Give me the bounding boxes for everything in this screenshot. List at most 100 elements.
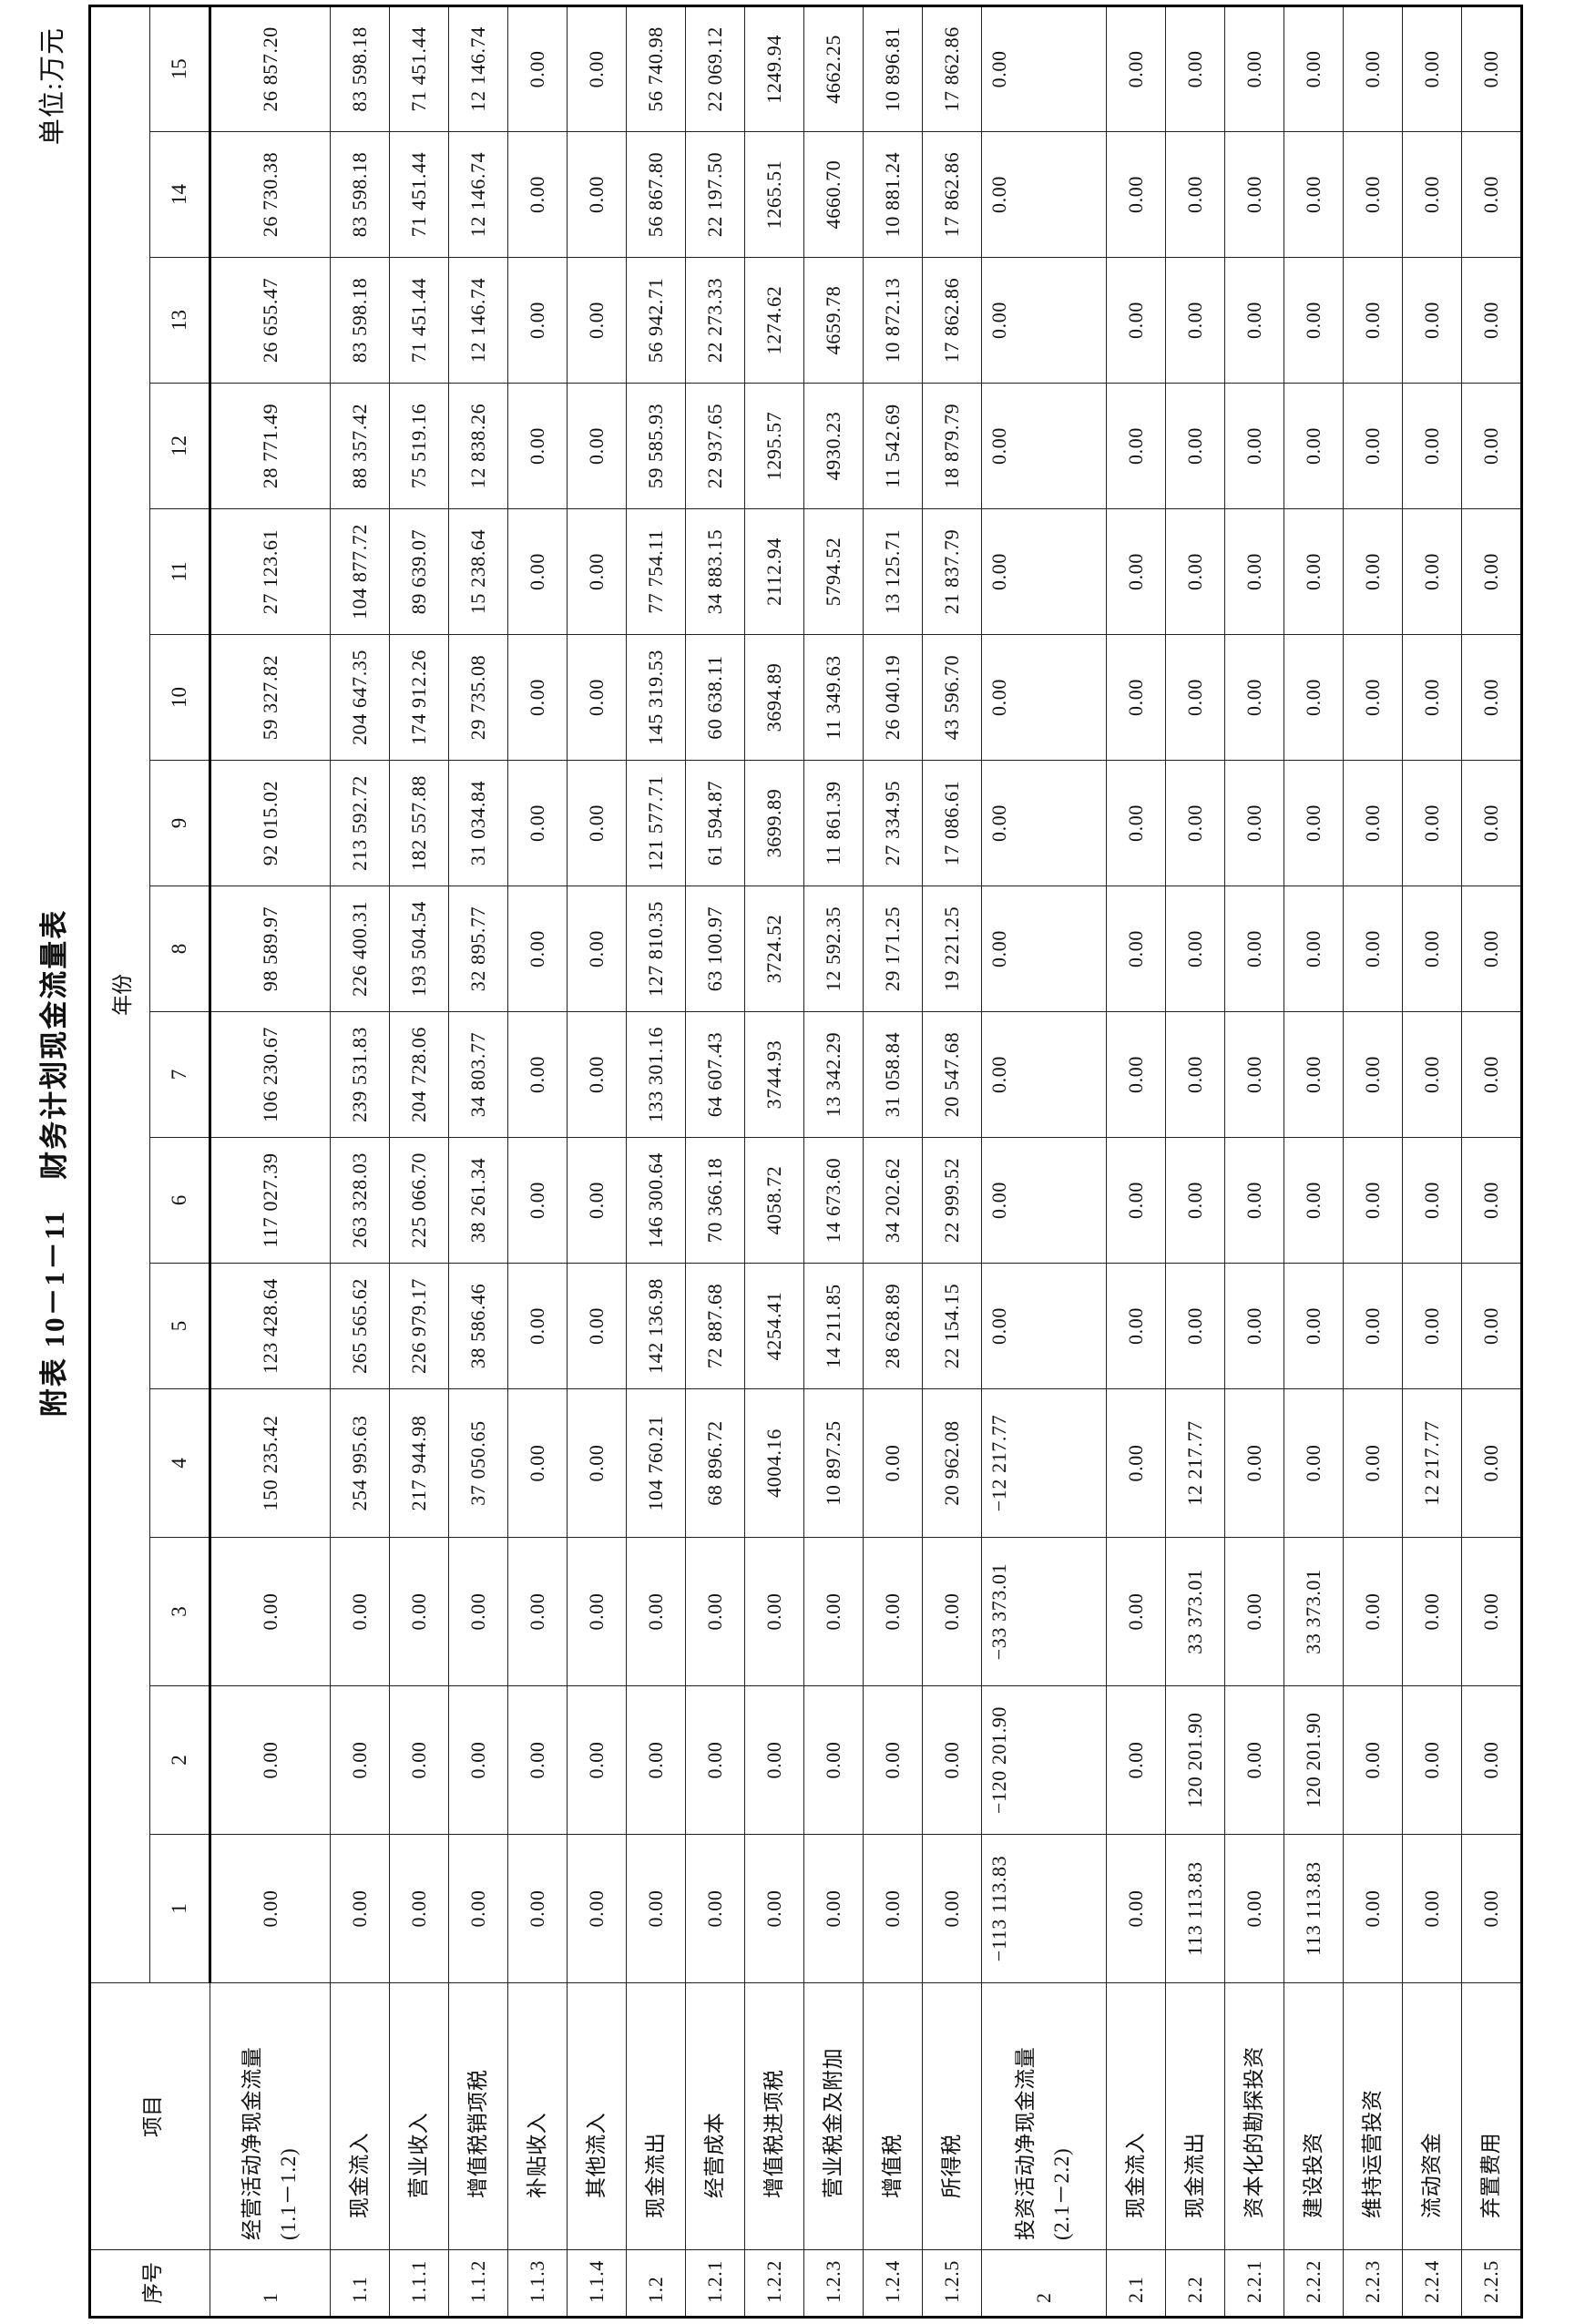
row-seq: 1.1.2 xyxy=(448,2249,508,2318)
value-cell: 0.00 xyxy=(1402,508,1462,635)
value-cell: 71 451.44 xyxy=(389,257,449,384)
table-row: 2.2.2 建设投资 113 113.83 120 201.90 33 373.01 0.… xyxy=(1284,5,1344,2318)
value-cell: 22 154.15 xyxy=(922,1263,982,1389)
value-cell: 0.00 xyxy=(1461,1137,1522,1264)
value-cell: 34 202.62 xyxy=(863,1137,923,1264)
row-seq: 2.2.2 xyxy=(1284,2249,1344,2318)
value-cell: 121 577.71 xyxy=(626,760,686,886)
value-cell: 0.00 xyxy=(507,1388,568,1538)
value-cell: 0.00 xyxy=(1343,1263,1403,1389)
value-cell: 0.00 xyxy=(567,383,627,509)
value-cell: 11 349.63 xyxy=(803,634,864,761)
row-item: 增值税 xyxy=(863,1982,923,2250)
row-item-label: 现金流入 xyxy=(1124,2132,1147,2218)
row-item-label: 维持运营投资 xyxy=(1361,2089,1384,2218)
row-item-label: 营业税金及附加 xyxy=(822,2047,844,2198)
value-cell: 88 357.42 xyxy=(330,383,390,509)
value-cell: 0.00 xyxy=(1402,886,1462,1012)
value-cell: 0.00 xyxy=(1284,1263,1344,1389)
value-cell: 18 879.79 xyxy=(922,383,982,509)
value-cell: 142 136.98 xyxy=(626,1263,686,1389)
row-seq: 1.2.5 xyxy=(922,2249,982,2318)
value-cell: 22 273.33 xyxy=(685,257,745,384)
row-item: 现金流入 xyxy=(1106,1982,1166,2250)
row-item-label: 现金流出 xyxy=(644,2132,667,2218)
value-cell: 83 598.18 xyxy=(330,257,390,384)
value-cell: 0.00 xyxy=(1461,1685,1522,1835)
value-cell: 239 531.83 xyxy=(330,1011,390,1138)
header-year: 2 xyxy=(149,1685,210,1835)
value-cell: 38 586.46 xyxy=(448,1263,508,1389)
value-cell: 0.00 xyxy=(330,1834,390,1983)
value-cell: 0.00 xyxy=(1165,1011,1225,1138)
row-item-formula: (1.1－1.2) xyxy=(276,2147,300,2240)
value-cell: 0.00 xyxy=(389,1685,449,1835)
table-row: 2.2.5 弃置费用 0.00 0.00 0.00 0.00 0.00 0.00 0.00 0.0… xyxy=(1461,5,1522,2318)
value-cell: 226 979.17 xyxy=(389,1263,449,1389)
row-seq: 2.2.1 xyxy=(1224,2249,1284,2318)
table-row: 2.2.4 流动资金 0.00 0.00 0.00 12 217.77 0.00 0.00 0.… xyxy=(1402,5,1462,2318)
header-year: 7 xyxy=(149,1011,210,1138)
value-cell: 19 221.25 xyxy=(922,886,982,1012)
value-cell: 0.00 xyxy=(1106,257,1166,384)
value-cell: 71 451.44 xyxy=(389,5,449,132)
row-item: 弃置费用 xyxy=(1461,1982,1522,2250)
value-cell: 12 592.35 xyxy=(803,886,864,1012)
value-cell: 4660.70 xyxy=(803,131,864,258)
value-cell: 0.00 xyxy=(1224,1263,1284,1389)
row-seq: 2.2.5 xyxy=(1461,2249,1522,2318)
value-cell: 0.00 xyxy=(922,1537,982,1686)
value-cell: 0.00 xyxy=(1165,886,1225,1012)
value-cell: 12 217.77 xyxy=(1165,1388,1225,1538)
row-item-label: 弃置费用 xyxy=(1479,2132,1502,2218)
value-cell: 0.00 xyxy=(1106,1263,1166,1389)
row-item: 补贴收入 xyxy=(507,1982,568,2250)
value-cell: 0.00 xyxy=(448,1537,508,1686)
value-cell: 0.00 xyxy=(1402,1537,1462,1686)
value-cell: 0.00 xyxy=(1165,1263,1225,1389)
value-cell: 146 300.64 xyxy=(626,1137,686,1264)
header-year: 1 xyxy=(149,1834,210,1983)
value-cell: 0.00 xyxy=(1224,1137,1284,1264)
value-cell: 0.00 xyxy=(685,1834,745,1983)
value-cell: 63 100.97 xyxy=(685,886,745,1012)
header-item: 项目 xyxy=(89,1982,210,2250)
value-cell: 0.00 xyxy=(1402,1137,1462,1264)
value-cell: 0.00 xyxy=(1224,383,1284,509)
value-cell: 77 754.11 xyxy=(626,508,686,635)
value-cell: 22 937.65 xyxy=(685,383,745,509)
value-cell: 0.00 xyxy=(1106,1685,1166,1835)
value-cell: 0.00 xyxy=(744,1537,804,1686)
value-cell: 0.00 xyxy=(1106,1011,1166,1138)
value-cell: 20 547.68 xyxy=(922,1011,982,1138)
value-cell: 29 171.25 xyxy=(863,886,923,1012)
value-cell: 0.00 xyxy=(1224,131,1284,258)
value-cell: 3699.89 xyxy=(744,760,804,886)
header-year: 9 xyxy=(149,760,210,886)
value-cell: 0.00 xyxy=(1461,634,1522,761)
value-cell: 0.00 xyxy=(1224,634,1284,761)
table-row: 1.2.3 营业税金及附加 0.00 0.00 0.00 10 897.25 14 211.… xyxy=(803,5,864,2318)
row-item: 现金流入 xyxy=(330,1982,390,2250)
value-cell: 0.00 xyxy=(1461,886,1522,1012)
value-cell: 0.00 xyxy=(1343,257,1403,384)
value-cell: 72 887.68 xyxy=(685,1263,745,1389)
value-cell: 0.00 xyxy=(981,508,1107,635)
value-cell: 0.00 xyxy=(685,1537,745,1686)
value-cell: 145 319.53 xyxy=(626,634,686,761)
row-seq: 1.2.1 xyxy=(685,2249,745,2318)
value-cell: 120 201.90 xyxy=(1165,1685,1225,1835)
value-cell: 0.00 xyxy=(567,5,627,132)
value-cell: 13 125.71 xyxy=(863,508,923,635)
value-cell: 0.00 xyxy=(1284,131,1344,258)
value-cell: 0.00 xyxy=(567,1388,627,1538)
value-cell: 225 066.70 xyxy=(389,1137,449,1264)
table-row: 2.2 现金流出 113 113.83 120 201.90 33 373.01 12 2… xyxy=(1165,5,1225,2318)
value-cell: 0.00 xyxy=(1284,886,1344,1012)
table-row: 1.1.1 营业收入 0.00 0.00 0.00 217 944.98 226 979.1… xyxy=(389,5,449,2318)
value-cell: 4662.25 xyxy=(803,5,864,132)
row-item: 营业税金及附加 xyxy=(803,1982,864,2250)
value-cell: 204 728.06 xyxy=(389,1011,449,1138)
row-seq: 2.2 xyxy=(1165,2249,1225,2318)
value-cell: 1265.51 xyxy=(744,131,804,258)
